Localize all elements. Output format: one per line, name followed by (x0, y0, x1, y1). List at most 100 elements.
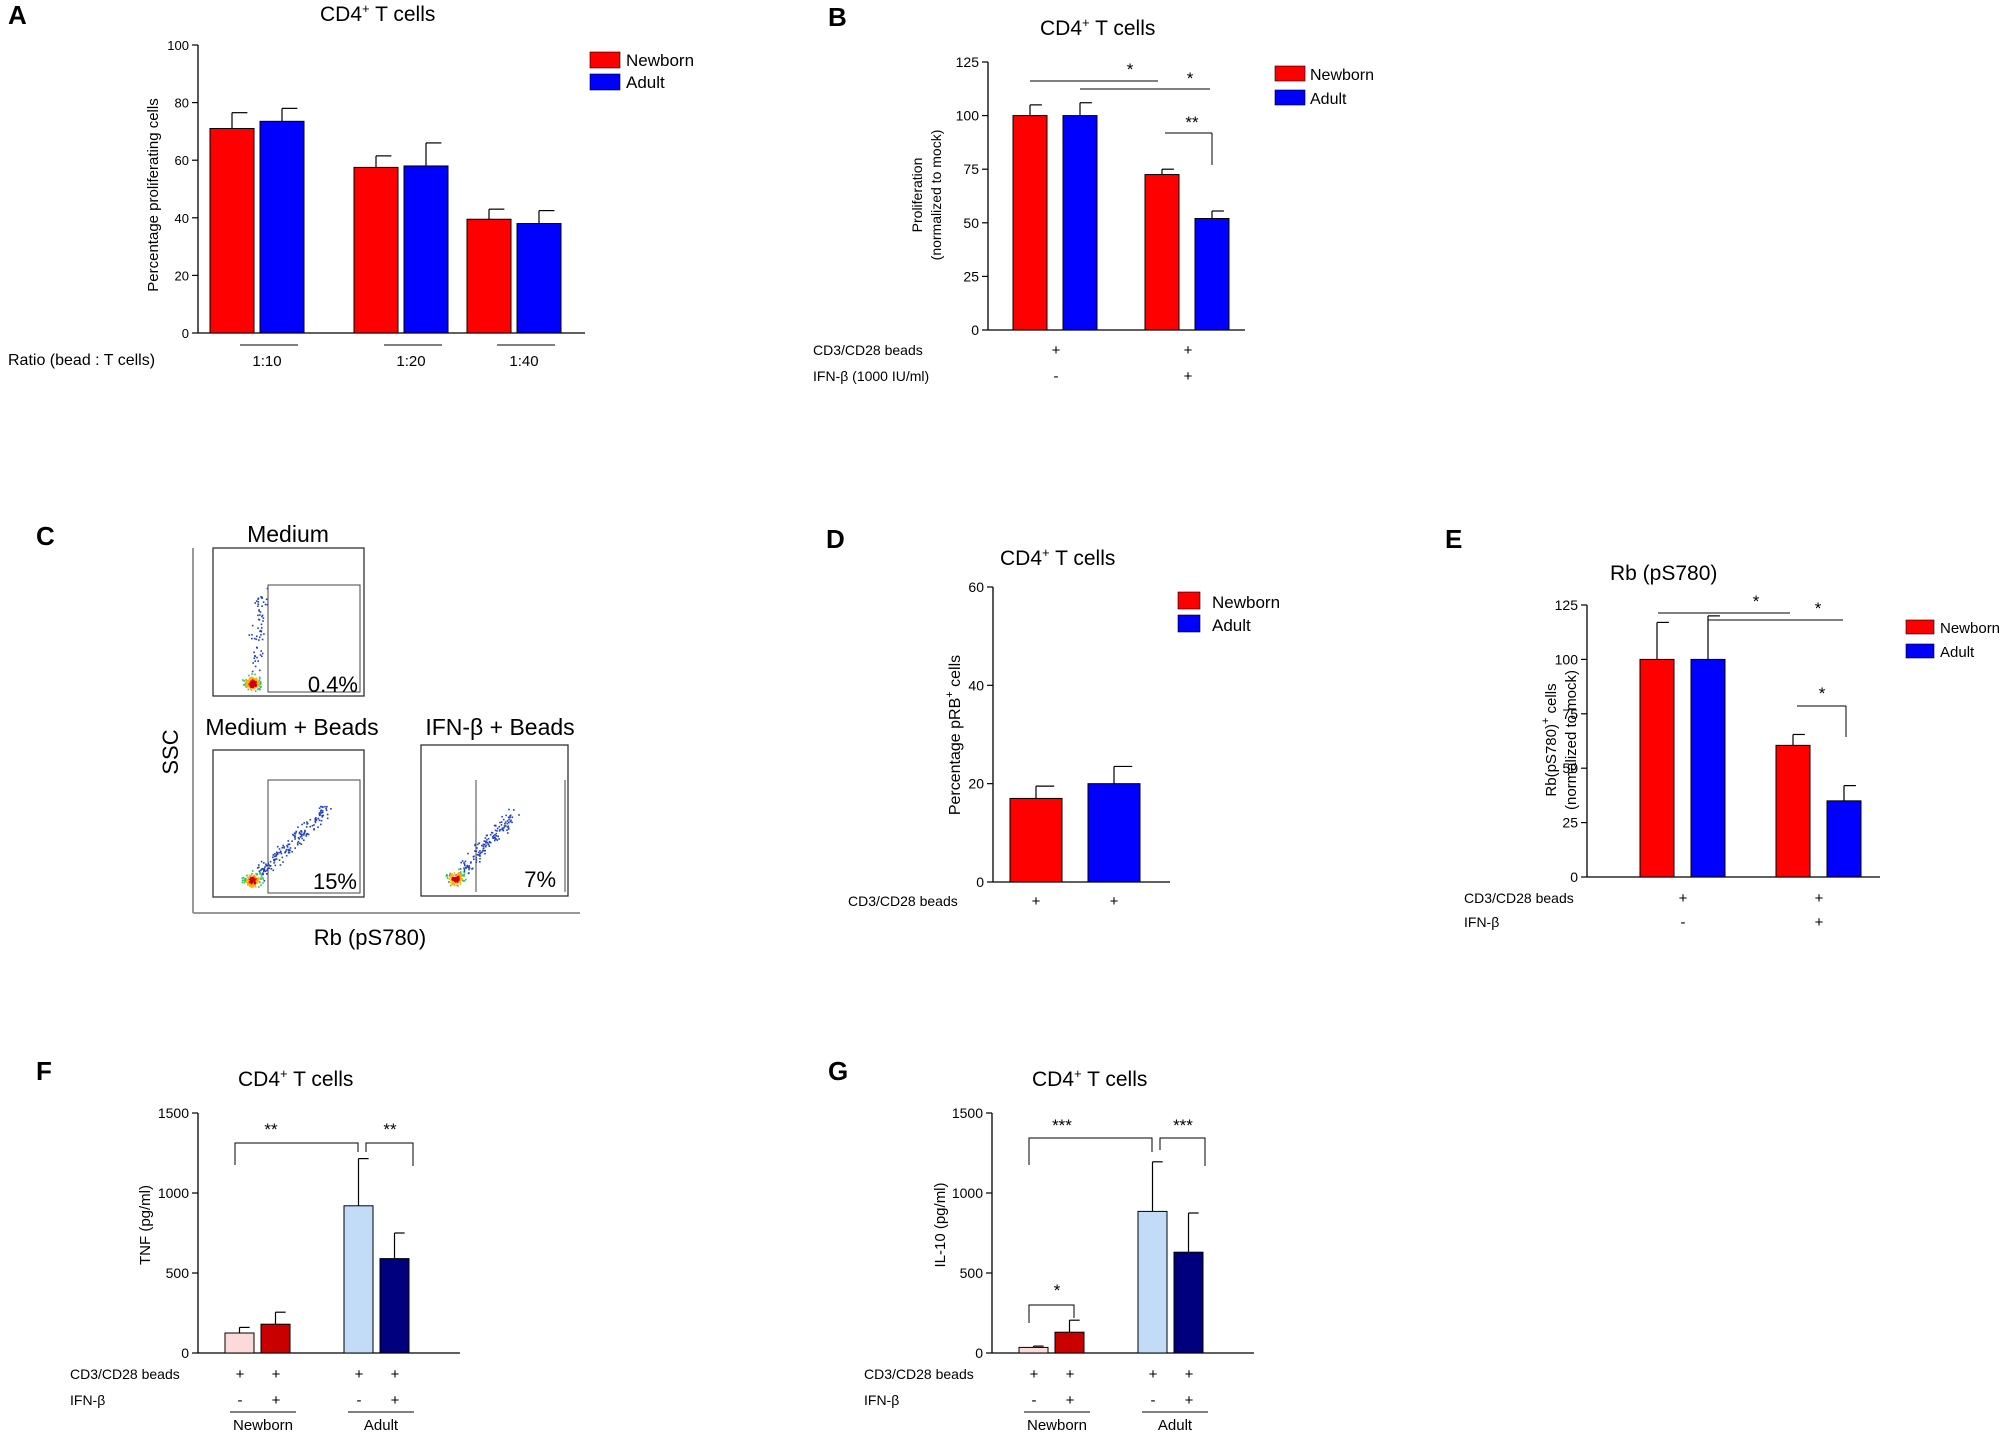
condition-label-beads: CD3/CD28 beads (70, 1366, 180, 1382)
flow-dot (513, 809, 515, 811)
flow-dot (321, 811, 324, 814)
flow-dot (258, 639, 260, 641)
flow-dot (494, 829, 497, 832)
flow-dot (254, 679, 257, 681)
flow-dot (300, 831, 303, 833)
flow-dot (245, 684, 248, 687)
y-tick-label: 75 (1562, 706, 1578, 722)
legend-swatch-newborn (1274, 65, 1306, 82)
flow-dot (506, 826, 509, 828)
flow-dot (262, 878, 264, 880)
flow-dot (276, 853, 279, 856)
legend: Newborn Adult (1177, 591, 1280, 635)
flow-dot (261, 615, 263, 618)
flow-dot (463, 867, 465, 869)
flow-dot (263, 870, 265, 873)
flow-dot (253, 882, 256, 885)
flow-dot (496, 839, 498, 841)
flow-dot (254, 665, 257, 668)
flow-dot (248, 682, 250, 684)
condition-value: + (272, 1366, 281, 1383)
flow-dot (299, 833, 302, 836)
flow-dot (313, 828, 315, 831)
flow-dot (257, 627, 259, 629)
flow-dot (251, 683, 254, 686)
y-tick-label: 1000 (158, 1185, 189, 1201)
flow-dot (305, 835, 307, 837)
flow-dot (248, 678, 251, 680)
flow-dot (241, 881, 244, 884)
flow-dot (259, 881, 261, 884)
flow-dot (254, 875, 257, 878)
flow-dot (274, 853, 276, 855)
chart-title: CD4+ T cells (1040, 15, 1155, 40)
flow-dot (482, 847, 485, 849)
flow-dot (253, 877, 255, 880)
legend-label-newborn: Newborn (1940, 620, 2000, 637)
flow-dot (464, 864, 466, 867)
flow-dot (301, 833, 303, 836)
condition-value: - (1032, 1392, 1037, 1409)
flow-dot (257, 681, 260, 684)
flow-dot (289, 847, 292, 849)
flow-dot (257, 598, 259, 600)
flow-dot (495, 838, 497, 840)
flow-dot (475, 861, 477, 863)
flow-dot (457, 874, 459, 877)
flow-dot (250, 689, 253, 692)
bar-adult (1194, 218, 1230, 331)
flow-dot (248, 680, 250, 683)
flow-dot (451, 873, 453, 875)
legend: Newborn Adult (589, 51, 694, 92)
legend-swatch-adult (1905, 643, 1935, 659)
flow-dot (255, 886, 257, 888)
flow-dot (251, 876, 254, 878)
flow-dot (491, 832, 494, 834)
flow-dot (246, 686, 249, 688)
flow-dot (276, 845, 279, 848)
flow-dots-beads (241, 805, 332, 888)
flow-dot (482, 849, 484, 852)
condition-value: + (1815, 890, 1824, 907)
flow-dot (303, 834, 305, 836)
flow-dot (258, 609, 260, 611)
flow-dot (507, 832, 509, 834)
flow-dot (243, 684, 246, 686)
flow-dot (487, 843, 489, 845)
flow-dot (282, 861, 284, 863)
flow-dot (269, 865, 271, 867)
flow-dot (509, 820, 512, 823)
flow-dot (326, 817, 329, 820)
bar-adult-ifn (379, 1258, 410, 1354)
flow-dot (467, 852, 469, 855)
flow-dot (266, 587, 269, 590)
condition-label-beads: CD3/CD28 beads (813, 342, 923, 358)
flow-dot (503, 826, 505, 829)
y-axis-label: IL-10 (pg/ml) (932, 1182, 949, 1267)
legend: Newborn Adult (1274, 65, 1374, 108)
significance-star: * (1054, 1281, 1061, 1300)
flow-dot (318, 813, 321, 815)
flow-plot-beads (212, 749, 365, 898)
y-tick-label: 80 (175, 96, 189, 111)
flow-dot (265, 598, 268, 601)
flow-dot (254, 681, 256, 683)
y-tick-label: 25 (1562, 815, 1578, 831)
flow-dot (452, 883, 454, 885)
panel-letter-f: F (36, 1056, 52, 1086)
flow-dot (260, 634, 262, 636)
y-tick-label: 100 (167, 38, 189, 53)
flow-dot (497, 835, 499, 838)
flow-dot (454, 880, 457, 883)
flow-dot (475, 850, 478, 852)
flow-dot (248, 874, 251, 877)
y-tick-label: 75 (963, 161, 979, 177)
flow-dot (281, 856, 284, 859)
x-tick-label: 1:20 (396, 353, 425, 370)
condition-value: + (391, 1366, 400, 1383)
y-tick-label: 1500 (158, 1105, 189, 1121)
flow-dot (292, 833, 294, 836)
significance-star: * (1127, 60, 1134, 79)
bar-newborn-mock (1018, 1346, 1049, 1354)
flow-dot (320, 823, 322, 826)
